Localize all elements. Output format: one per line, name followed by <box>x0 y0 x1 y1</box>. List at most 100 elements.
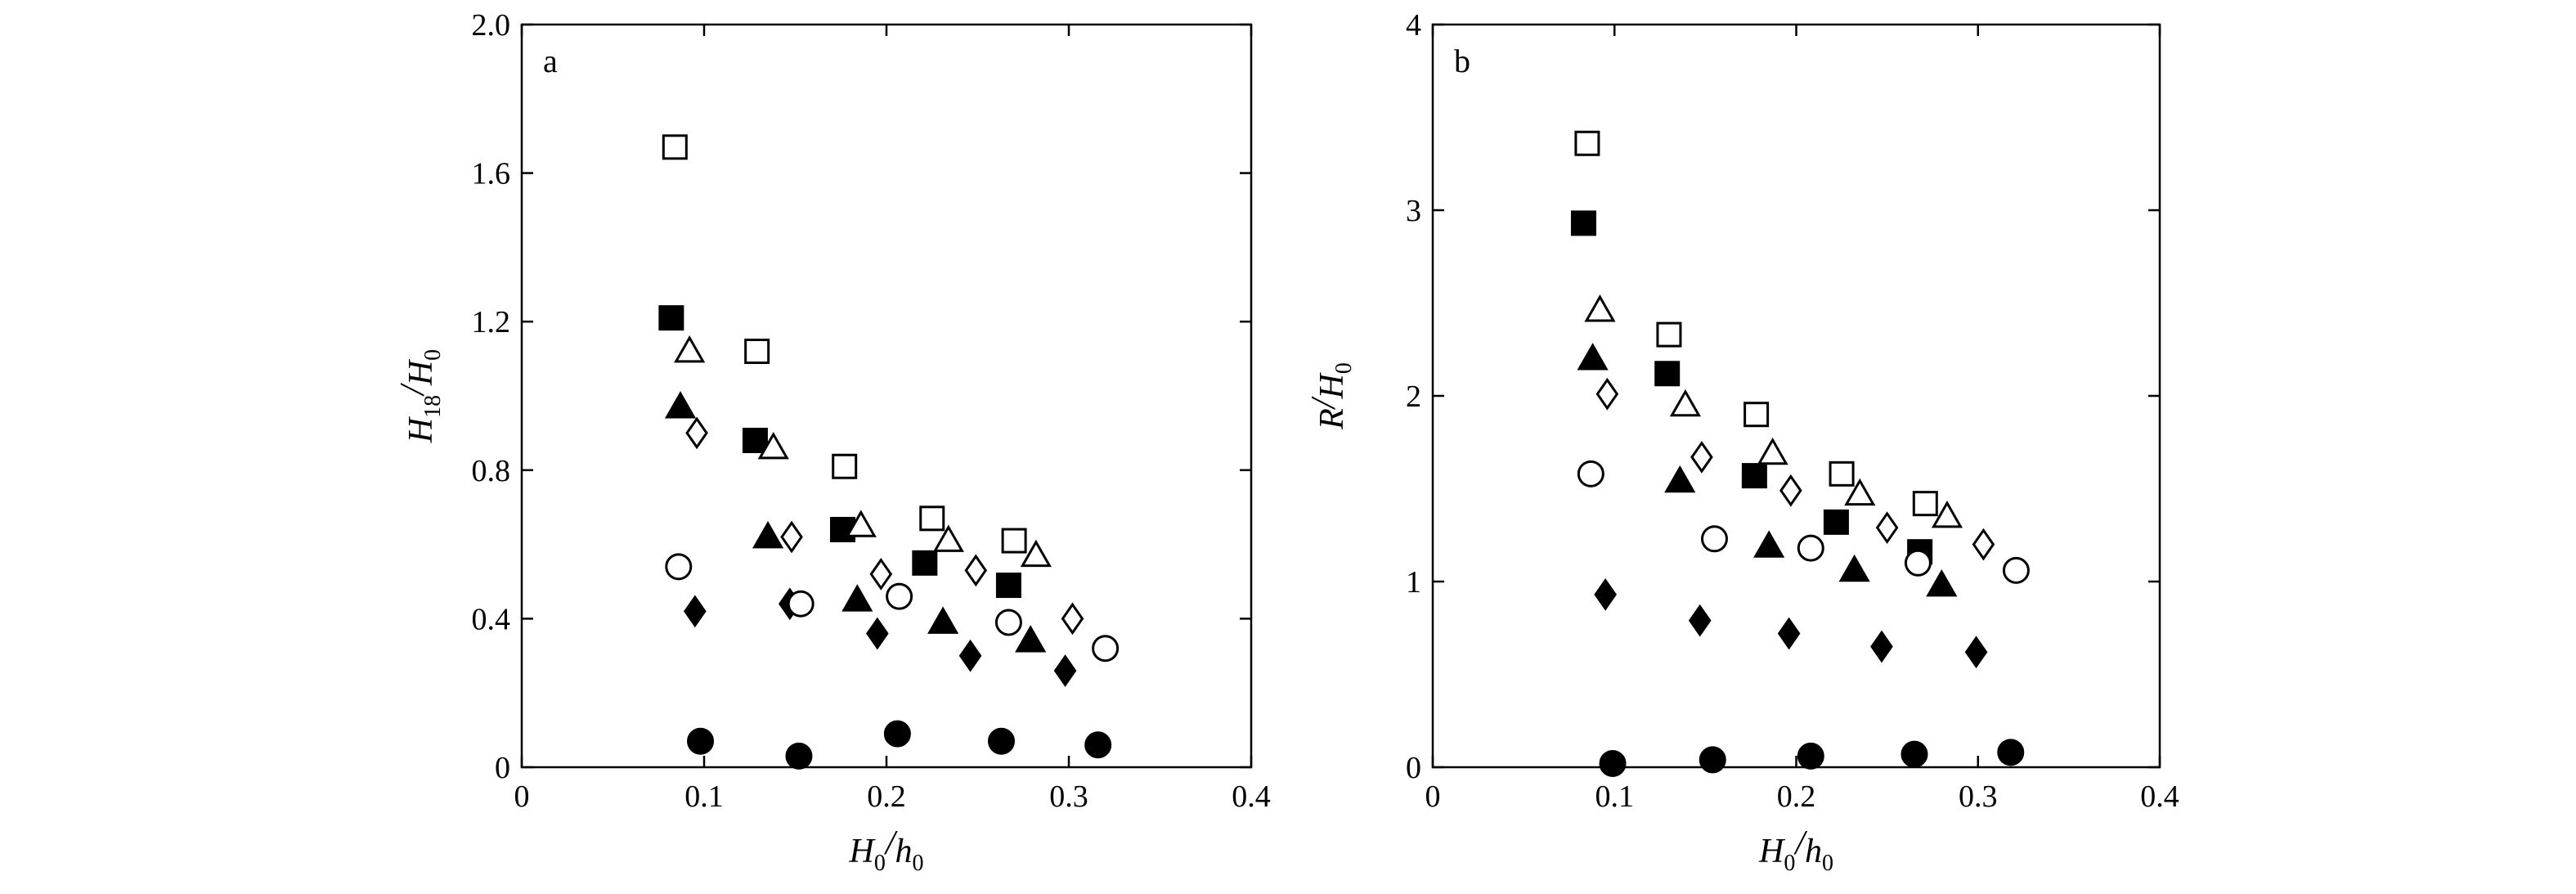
data-point <box>1594 578 1617 611</box>
y-axis-title-sub2: 0 <box>1331 362 1357 374</box>
data-point <box>1823 509 1849 535</box>
data-point <box>1053 654 1077 687</box>
data-point <box>1797 534 1824 562</box>
data-point <box>1020 539 1052 568</box>
data-point <box>1779 474 1802 507</box>
panel-letter: b <box>1454 43 1470 79</box>
x-tick-label: 0.4 <box>2140 779 2179 814</box>
x-tick-label: 0.2 <box>1777 779 1816 814</box>
data-point <box>1570 210 1596 236</box>
series-square-filled <box>1570 210 1933 565</box>
series-triangle-filled <box>1577 343 1958 597</box>
series-square-open <box>1574 130 1938 517</box>
data-point <box>1757 437 1788 465</box>
x-tick-label: 0.1 <box>684 779 724 814</box>
x-tick-label: 0.1 <box>1595 779 1635 814</box>
series-circle-open <box>1577 460 2030 584</box>
data-point <box>958 639 982 672</box>
series-diamond-open <box>685 416 1084 636</box>
data-point <box>1964 636 1988 669</box>
y-tick-label: 0.8 <box>472 454 511 488</box>
data-point <box>1656 321 1682 348</box>
y-axis-title-main2: H <box>1313 372 1351 400</box>
series-square-open <box>662 134 1027 554</box>
x-tick-label: 0.2 <box>867 779 906 814</box>
x-axis-title-slash: / <box>1793 824 1807 862</box>
y-tick-label: 4 <box>1406 8 1421 43</box>
data-point <box>869 558 893 591</box>
data-point <box>744 339 770 365</box>
y-tick-label: 1 <box>1406 565 1421 600</box>
data-point <box>742 427 768 453</box>
y-tick-label: 2.0 <box>472 8 511 43</box>
data-point <box>664 391 697 419</box>
data-point <box>1700 525 1728 553</box>
y-tick-label: 0 <box>1406 751 1421 785</box>
series-square-filled <box>658 305 1021 599</box>
data-point <box>1875 511 1899 545</box>
x-axis-title-sub2: 0 <box>1822 851 1833 876</box>
x-axis-title-main: H <box>1758 833 1786 870</box>
data-point <box>1015 625 1047 653</box>
series-triangle-filled <box>664 391 1047 653</box>
data-point <box>658 305 684 331</box>
y-axis-title-slash: / <box>394 383 432 397</box>
y-axis-title-sub2: 0 <box>420 349 446 361</box>
data-point <box>995 573 1021 599</box>
data-point <box>866 617 889 650</box>
y-axis-title-main: H <box>402 416 440 443</box>
x-axis-title-main2: h <box>1805 833 1822 870</box>
series-triangle-open <box>674 335 1052 568</box>
data-point <box>1870 630 1893 663</box>
data-point <box>1972 528 1995 561</box>
data-point <box>886 582 913 610</box>
y-tick-label: 3 <box>1406 194 1421 228</box>
data-point <box>841 584 873 612</box>
data-point <box>1669 389 1702 417</box>
x-tick-label: 0.3 <box>1959 779 1998 814</box>
data-point <box>1595 377 1619 411</box>
data-point <box>1092 635 1120 663</box>
data-point <box>665 553 693 581</box>
data-point <box>684 595 707 628</box>
plot-frame <box>1431 23 2161 769</box>
data-point <box>1664 465 1696 493</box>
x-axis-title-sub2: 0 <box>913 851 924 876</box>
x-tick-label: 0 <box>514 779 530 814</box>
series-diamond-filled <box>684 587 1077 687</box>
x-tick-label: 0 <box>1425 779 1441 814</box>
data-point <box>1901 740 1928 768</box>
data-point <box>1844 478 1876 506</box>
panel-a: 0 0.1 0.2 0.3 0.400.40.81.21.62.0aH0/h0H18/H… <box>394 8 1271 876</box>
data-point <box>912 550 938 576</box>
data-point <box>994 609 1022 636</box>
y-tick-label: 2 <box>1406 380 1421 414</box>
x-axis-title-main2: h <box>895 833 913 870</box>
data-point <box>1838 554 1870 582</box>
x-axis-title-sub: 0 <box>1784 851 1795 876</box>
x-axis-title-sub: 0 <box>874 851 886 876</box>
data-point <box>1931 501 1963 528</box>
data-point <box>1797 742 1824 770</box>
data-point <box>1001 528 1027 554</box>
series-circle-filled <box>687 720 1112 770</box>
data-point <box>1584 294 1616 322</box>
data-point <box>780 520 803 554</box>
plot-frame <box>520 23 1253 769</box>
data-point <box>987 727 1015 755</box>
y-axis-title-sub: 18 <box>420 395 446 418</box>
data-point <box>785 742 813 770</box>
data-point <box>1753 530 1785 558</box>
data-point <box>685 416 708 450</box>
x-axis-title: H0/h0 <box>848 824 923 876</box>
data-point <box>883 720 911 748</box>
x-axis-title-main: H <box>848 833 876 870</box>
x-axis-title-slash: / <box>884 824 898 862</box>
data-point <box>845 510 877 537</box>
data-point <box>687 727 715 755</box>
data-point <box>964 554 988 587</box>
data-point <box>1654 361 1681 387</box>
data-point <box>1061 602 1084 636</box>
